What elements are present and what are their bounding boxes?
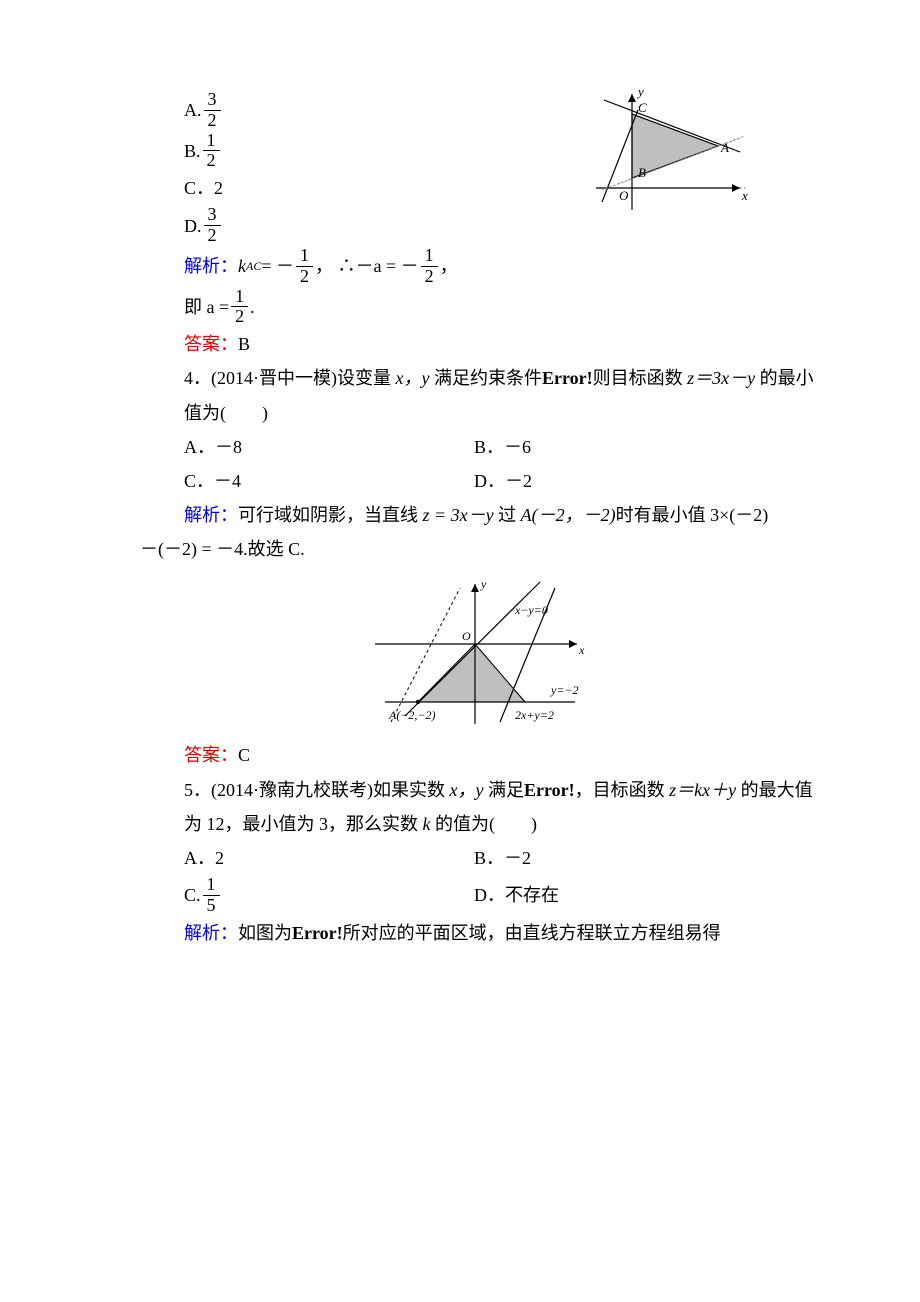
q5-option-C: C. 15 <box>184 875 474 916</box>
q4-figure: O x y x−y=0 y=−2 2x+y=2 A(−2,−2) <box>140 572 820 732</box>
q5-option-D: D．不存在 <box>474 878 734 912</box>
svg-text:x: x <box>741 188 748 203</box>
svg-text:O: O <box>462 629 471 643</box>
svg-text:x−y=0: x−y=0 <box>514 603 548 617</box>
answer-label: 答案： <box>184 745 238 765</box>
q4-option-B: B．－6 <box>474 430 734 464</box>
q4-option-D: D．－2 <box>474 464 734 498</box>
svg-text:O: O <box>619 188 629 203</box>
svg-text:2x+y=2: 2x+y=2 <box>515 708 554 722</box>
svg-text:B: B <box>638 165 646 180</box>
svg-text:A(−2,−2): A(−2,−2) <box>388 708 436 722</box>
q3-answer: 答案：B <box>184 327 820 361</box>
svg-text:C: C <box>638 100 647 115</box>
q5-stem: 5．(2014·豫南九校联考)如果实数 x，y 满足Error!，目标函数 z＝… <box>140 773 820 841</box>
analysis-label: 解析： <box>184 923 238 943</box>
svg-text:y=−2: y=−2 <box>550 683 579 697</box>
svg-text:y: y <box>480 577 487 591</box>
error-text: Error! <box>292 923 343 943</box>
option-label: B. <box>184 134 201 168</box>
q4-answer: 答案：C <box>184 738 820 772</box>
q3-figure: C A B O x y <box>590 80 760 231</box>
error-text: Error! <box>524 780 575 800</box>
q5-option-A: A．2 <box>184 841 474 875</box>
q5-option-B: B．－2 <box>474 841 734 875</box>
q3-options-block: C A B O x y A. 32 B. 12 C．2 D. 32 <box>140 90 820 246</box>
q3-analysis-line1: 解析： k AC = － 12 ， ∴－a = － 12 ， <box>184 246 820 287</box>
svg-text:x: x <box>578 643 585 657</box>
q5-options-row2: C. 15 D．不存在 <box>184 875 820 916</box>
q4-analysis-line1: 解析：可行域如阴影，当直线 z = 3x－y 过 A(－2，－2)时有最小值 3… <box>184 498 820 532</box>
option-label: A. <box>184 93 202 127</box>
q4-options-row1: A．－8 B．－6 <box>184 430 820 464</box>
q4-option-A: A．－8 <box>184 430 474 464</box>
answer-label: 答案： <box>184 334 238 354</box>
q5-options-row1: A．2 B．－2 <box>184 841 820 875</box>
q3-analysis-line2: 即 a = 12 . <box>184 287 820 328</box>
svg-text:A: A <box>720 140 729 155</box>
q4-stem: 4．(2014·晋中一模)设变量 x，y 满足约束条件Error!则目标函数 z… <box>140 361 820 429</box>
q5-analysis: 解析：如图为Error!所对应的平面区域，由直线方程联立方程组易得 <box>184 916 820 950</box>
q4-options-row2: C．－4 D．－2 <box>184 464 820 498</box>
analysis-label: 解析： <box>184 505 238 525</box>
analysis-label: 解析： <box>184 249 238 283</box>
q4-analysis-line2: －(－2) = －4.故选 C. <box>140 532 820 566</box>
svg-text:y: y <box>636 84 644 99</box>
option-label: D. <box>184 209 202 243</box>
option-label: C．2 <box>184 178 223 198</box>
q4-option-C: C．－4 <box>184 464 474 498</box>
error-text: Error! <box>542 368 593 388</box>
